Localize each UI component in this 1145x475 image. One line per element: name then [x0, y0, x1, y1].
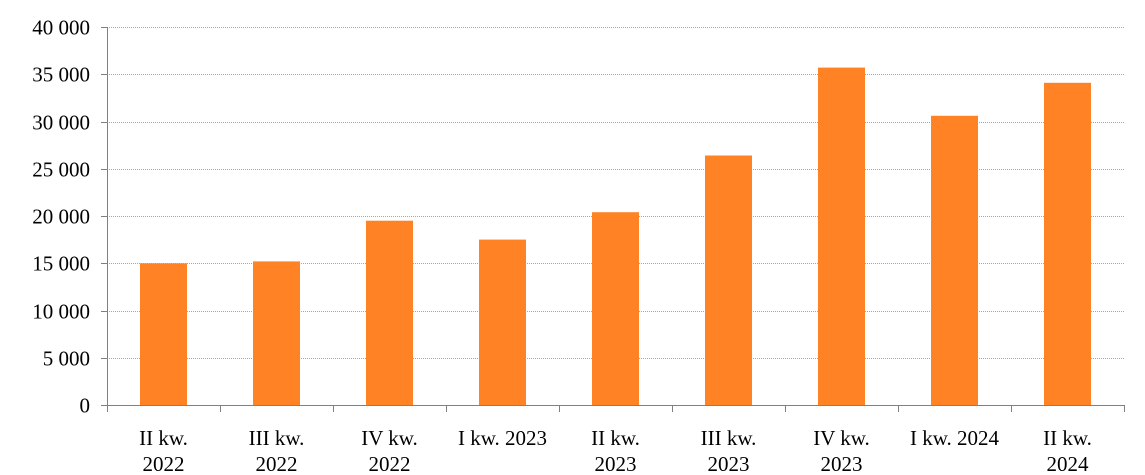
bar: [705, 155, 752, 405]
axes: [101, 27, 1125, 412]
x-tick-label-line: 2022: [369, 452, 411, 475]
x-tick-label: III kw. 2023: [701, 426, 757, 475]
x-tick-label-line: 2023: [708, 452, 750, 475]
x-tick-label-line: IV kw.: [813, 426, 870, 450]
x-tick-label: II kw. 2024: [1043, 426, 1092, 475]
x-tick-label: I kw. 2023: [458, 426, 547, 450]
x-tick-label-line: I kw. 2023: [458, 426, 547, 450]
x-tick-label-line: III kw.: [701, 426, 757, 450]
x-tick-label-line: 2024: [1047, 452, 1090, 475]
y-tick-label: 15 000: [32, 252, 90, 276]
x-tick-label-line: 2023: [595, 452, 637, 475]
x-tick-label-line: I kw. 2024: [910, 426, 1000, 450]
y-tick-label: 25 000: [32, 158, 90, 182]
y-tick-label: 30 000: [32, 111, 90, 135]
x-tick-label-line: 2023: [821, 452, 863, 475]
y-tick-label: 40 000: [32, 16, 90, 40]
y-tick-label: 0: [80, 394, 91, 418]
x-tick-label-line: IV kw.: [361, 426, 418, 450]
y-tick-label: 5 000: [43, 347, 90, 371]
y-tick-label: 35 000: [32, 63, 90, 87]
x-tick-label: II kw. 2022: [139, 426, 188, 475]
x-tick-label-line: 2022: [143, 452, 185, 475]
bar: [253, 261, 300, 405]
bar: [931, 115, 978, 406]
y-tick-label: 10 000: [32, 300, 90, 324]
bars: [140, 67, 1091, 406]
bar: [592, 212, 639, 405]
bar: [479, 239, 526, 405]
x-tick-label: I kw. 2024: [910, 426, 1000, 450]
x-tick-label-line: II kw.: [1043, 426, 1092, 450]
x-tick-label: IV kw. 2022: [361, 426, 418, 475]
x-tick-label-line: 2022: [256, 452, 298, 475]
bar: [140, 263, 187, 406]
y-tick-label: 20 000: [32, 205, 90, 229]
y-axis-tick-labels: 0 5 000 10 000 15 000 20 000 25 000 30 000 35 0…: [32, 16, 90, 418]
x-tick-label: II kw. 2023: [591, 426, 640, 475]
x-tick-label: III kw. 2022: [249, 426, 305, 475]
bar: [818, 67, 865, 405]
x-tick-label-line: II kw.: [139, 426, 188, 450]
x-tick-label-line: II kw.: [591, 426, 640, 450]
bar: [366, 220, 413, 405]
x-tick-label: IV kw. 2023: [813, 426, 870, 475]
x-tick-label-line: III kw.: [249, 426, 305, 450]
bar: [1044, 82, 1091, 406]
